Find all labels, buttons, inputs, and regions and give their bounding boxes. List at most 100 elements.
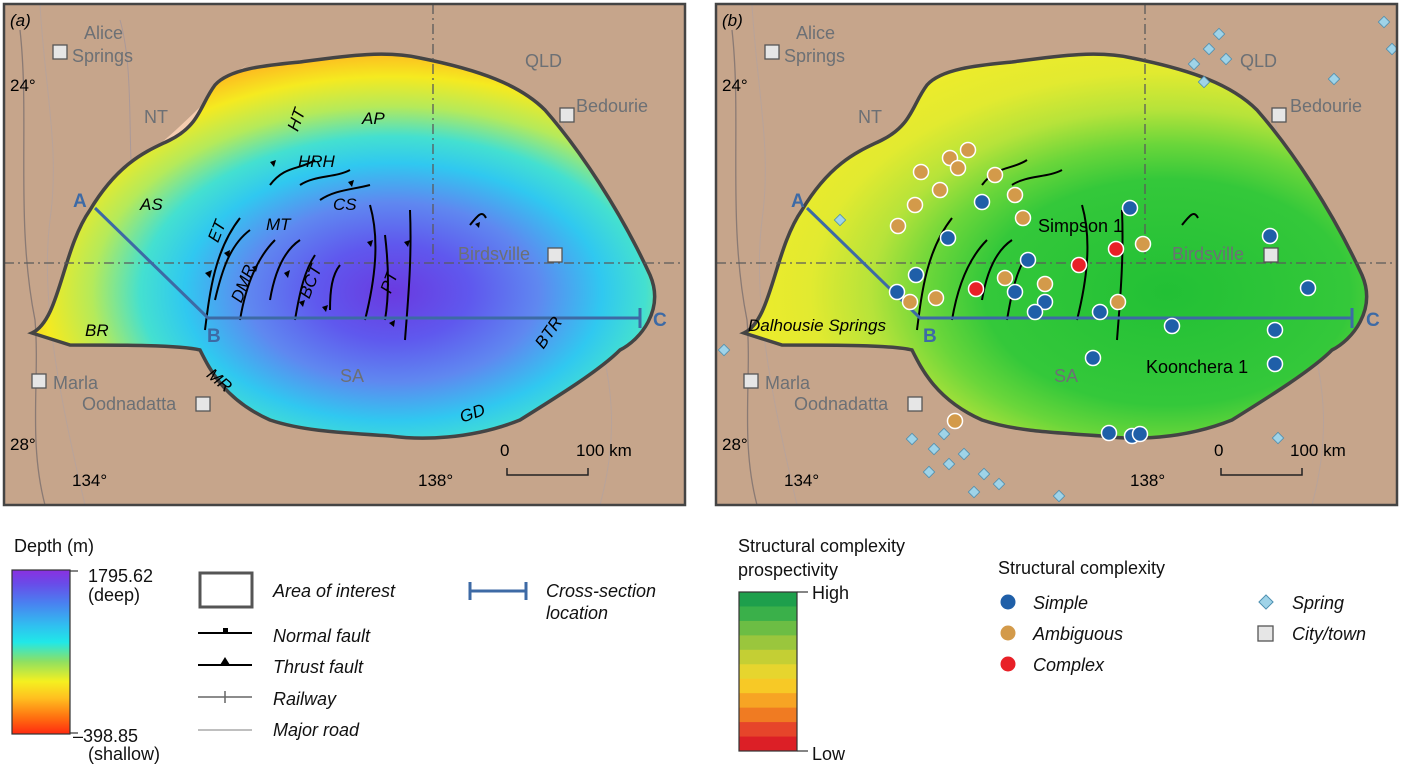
wells-ambiguous: [889, 141, 1152, 430]
prospectivity-title-1: Structural complexity: [738, 536, 905, 556]
scalebar: [506, 468, 589, 476]
major-road: [39, 4, 86, 505]
panel-b-labels: (b) Alice Springs Bedourie Birdsville Ma…: [722, 11, 1380, 490]
city-label-springs: Springs: [72, 46, 133, 66]
city-marker-oodnadatta: [195, 396, 211, 412]
legend-major-road: Major road: [273, 720, 360, 740]
prospectivity-swatch: [739, 635, 797, 651]
city-label-springs: Springs: [784, 46, 845, 66]
fault-lines: [204, 159, 487, 341]
legend-cross-section-2: location: [546, 603, 608, 623]
prospectivity-swatch: [739, 649, 797, 665]
lon-tick-134: 134°: [784, 471, 819, 490]
legend-complex: Complex: [1033, 655, 1105, 675]
lat-tick-28: 28°: [722, 435, 748, 454]
section-point-c: C: [653, 310, 667, 331]
cross-section-line: [805, 206, 1352, 320]
panel-a-frame: [2, 2, 687, 507]
complexity-title: Structural complexity: [998, 558, 1165, 578]
city-marker-alice-springs: [764, 44, 780, 60]
region-label-hrh: HRH: [298, 152, 336, 171]
city-marker-birdsville: [1263, 247, 1279, 263]
lat-tick-24: 24°: [10, 76, 36, 95]
panel-b-frame: [714, 2, 1399, 507]
scalebar-end: 100 km: [576, 441, 632, 460]
section-point-a: A: [791, 191, 805, 212]
prospectivity-colorbar: [739, 592, 797, 752]
legend-normal-fault: Normal fault: [273, 626, 371, 646]
scalebar-end: 100 km: [1290, 441, 1346, 460]
legend-depth: Depth (m) 1795.62 (deep) –398.85 (shallo…: [11, 536, 160, 764]
scalebar-start: 0: [1214, 441, 1223, 460]
legend-symbols: Area of interest Normal fault Thrust fau…: [198, 571, 656, 740]
cross-section-line: [93, 206, 640, 320]
depth-min-value: –398.85: [73, 726, 138, 746]
legend-city: City/town: [1292, 624, 1366, 644]
prospectivity-swatch: [739, 707, 797, 723]
region-label-ap: AP: [361, 109, 385, 128]
panel-label-b: (b): [722, 11, 743, 30]
prospectivity-swatch: [739, 620, 797, 636]
panel-label-a: (a): [10, 11, 31, 30]
city-label-marla: Marla: [765, 373, 811, 393]
wells-simple: [888, 193, 1317, 445]
railway-line: [731, 29, 758, 505]
region-label-cs: CS: [333, 195, 357, 214]
city-label-marla: Marla: [53, 373, 99, 393]
legend-aoi: Area of interest: [272, 581, 396, 601]
depth-colorbar: [11, 569, 71, 735]
city-label-alice: Alice: [796, 23, 835, 43]
section-point-a: A: [73, 191, 87, 212]
major-road: [751, 4, 798, 505]
city-marker-bedourie: [1271, 107, 1287, 123]
city-label-oodnadatta: Oodnadatta: [794, 394, 889, 414]
state-label-qld: QLD: [1240, 51, 1277, 71]
city-marker-alice-springs: [52, 44, 68, 60]
feature-label-simpson: Simpson 1: [1038, 216, 1123, 236]
state-label-nt: NT: [858, 107, 882, 127]
region-label-as: AS: [139, 195, 163, 214]
feature-label-dalhousie: Dalhousie Springs: [748, 316, 886, 335]
city-marker-birdsville: [547, 247, 563, 263]
simple-swatch: [1000, 594, 1016, 610]
city-swatch: [1257, 625, 1274, 642]
region-label-br: BR: [85, 321, 109, 340]
prospectivity-low: Low: [812, 744, 846, 764]
state-label-nt: NT: [144, 107, 168, 127]
section-point-b: B: [923, 326, 937, 347]
legend-railway: Railway: [273, 689, 337, 709]
legend-ambiguous: Ambiguous: [1032, 624, 1123, 644]
panel-b-map: [716, 4, 1397, 505]
city-marker-bedourie: [559, 107, 575, 123]
region-label-mt: MT: [266, 215, 292, 234]
lon-tick-138: 138°: [1130, 471, 1165, 490]
prospectivity-swatch: [739, 664, 797, 680]
depth-max-label: (deep): [88, 585, 140, 605]
thrust-teeth: [205, 160, 480, 327]
depth-min-label: (shallow): [88, 744, 160, 764]
spring-markers: [717, 15, 1397, 503]
city-label-birdsville: Birdsville: [458, 244, 530, 264]
spring-swatch: [1258, 594, 1274, 610]
state-label-qld: QLD: [525, 51, 562, 71]
section-point-c: C: [1366, 310, 1380, 331]
prospectivity-swatch: [739, 678, 797, 694]
legend-depth-title: Depth (m): [14, 536, 94, 556]
section-point-b: B: [207, 326, 221, 347]
prospectivity-title-2: prospectivity: [738, 560, 838, 580]
scalebar: [1220, 468, 1303, 476]
railway-line: [19, 29, 46, 505]
legend-simple: Simple: [1033, 593, 1088, 613]
city-marker-marla: [31, 373, 47, 389]
prospectivity-swatch: [739, 722, 797, 738]
scalebar-start: 0: [500, 441, 509, 460]
city-label-oodnadatta: Oodnadatta: [82, 394, 177, 414]
aoi-legend-swatch: [198, 571, 254, 609]
city-label-birdsville: Birdsville: [1172, 244, 1244, 264]
prospectivity-high: High: [812, 583, 849, 603]
depth-max-value: 1795.62: [88, 566, 153, 586]
city-label-bedourie: Bedourie: [576, 96, 648, 116]
feature-label-koonchera: Koonchera 1: [1146, 357, 1248, 377]
prospectivity-swatch: [739, 736, 797, 752]
prospectivity-swatch: [739, 592, 797, 607]
